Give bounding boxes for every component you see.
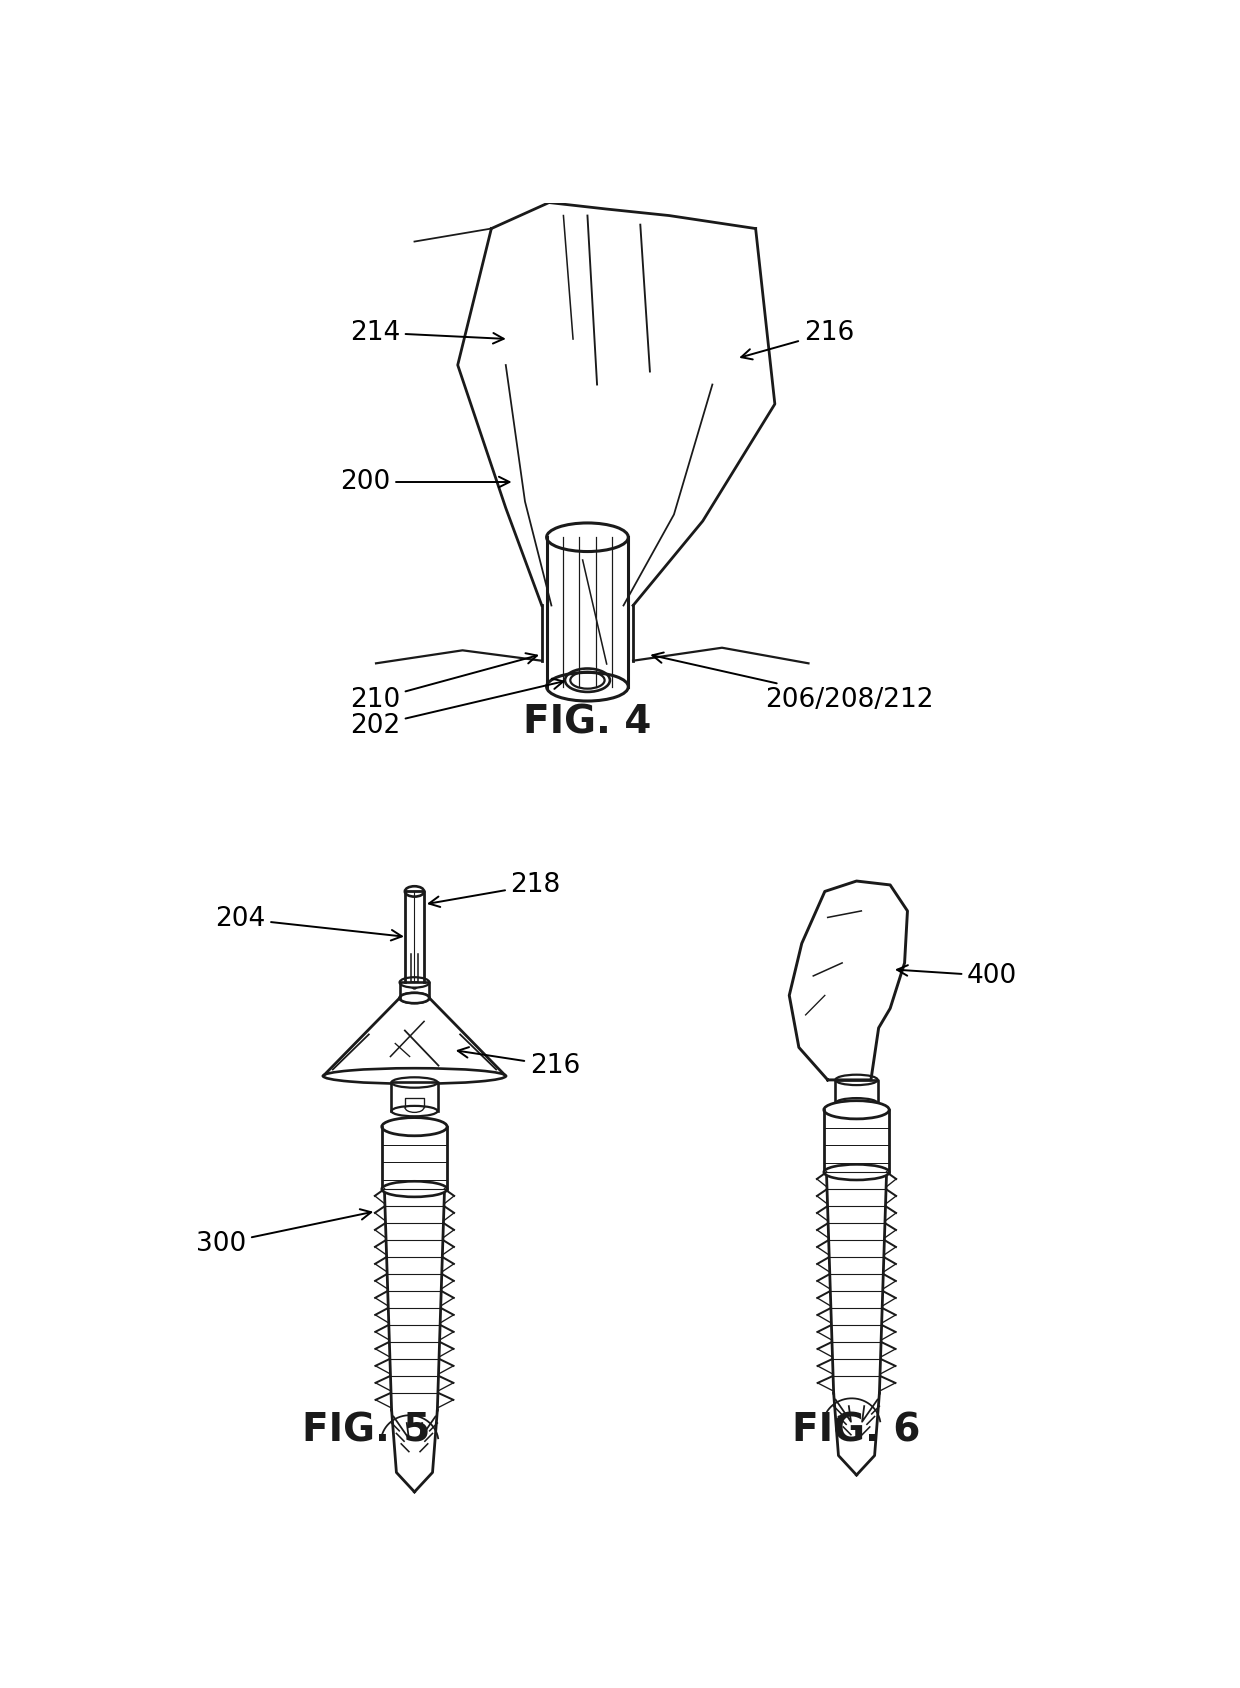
Text: FIG. 6: FIG. 6: [792, 1411, 921, 1450]
Text: 204: 204: [216, 906, 402, 940]
Text: 200: 200: [340, 469, 510, 495]
Text: 218: 218: [429, 873, 560, 906]
Ellipse shape: [399, 993, 429, 1003]
Ellipse shape: [324, 1069, 506, 1084]
Text: 400: 400: [897, 962, 1017, 989]
Text: FIG. 5: FIG. 5: [303, 1411, 430, 1450]
Ellipse shape: [404, 886, 424, 896]
Text: 202: 202: [350, 679, 563, 739]
Ellipse shape: [392, 1077, 438, 1087]
Ellipse shape: [382, 1117, 448, 1136]
Text: 216: 216: [458, 1047, 580, 1079]
Ellipse shape: [823, 1165, 889, 1180]
Ellipse shape: [399, 977, 429, 987]
Text: 214: 214: [350, 319, 503, 346]
Text: 206/208/212: 206/208/212: [652, 653, 934, 712]
Ellipse shape: [836, 1099, 878, 1109]
Ellipse shape: [836, 1075, 878, 1085]
Text: 300: 300: [196, 1209, 371, 1256]
Ellipse shape: [823, 1101, 889, 1119]
Ellipse shape: [382, 1182, 448, 1197]
Text: 210: 210: [350, 653, 537, 712]
Ellipse shape: [392, 1106, 438, 1116]
Text: 216: 216: [742, 319, 854, 360]
Ellipse shape: [399, 993, 429, 1003]
Text: FIG. 4: FIG. 4: [523, 704, 652, 741]
